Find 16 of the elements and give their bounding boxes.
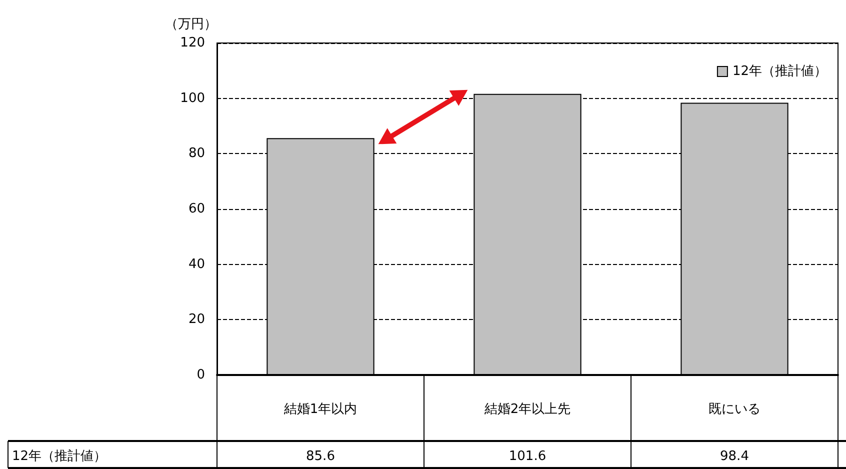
y-tick-label: 0 xyxy=(196,368,205,382)
data-label: 101.6 xyxy=(508,449,546,464)
legend-label: 12年（推計値） xyxy=(732,64,828,79)
data-label: 98.4 xyxy=(720,449,749,464)
y-tick-label: 120 xyxy=(180,36,205,50)
x-tick-label: 結婚1年以内 xyxy=(282,402,358,417)
y-tick-label: 20 xyxy=(188,312,205,328)
text: 12年（推計値） xyxy=(12,449,107,464)
y-tick-label: 100 xyxy=(180,90,205,106)
y-axis-title: （万円） xyxy=(165,17,217,32)
x-tick-label: 結婚2年以上先 xyxy=(483,402,571,417)
y-tick-label: 80 xyxy=(188,146,205,162)
y-tick-label: 40 xyxy=(188,256,205,272)
y-tick-label: 60 xyxy=(188,202,205,216)
x-tick-label: 既にいる xyxy=(708,402,760,417)
data-label: 85.6 xyxy=(306,449,335,464)
